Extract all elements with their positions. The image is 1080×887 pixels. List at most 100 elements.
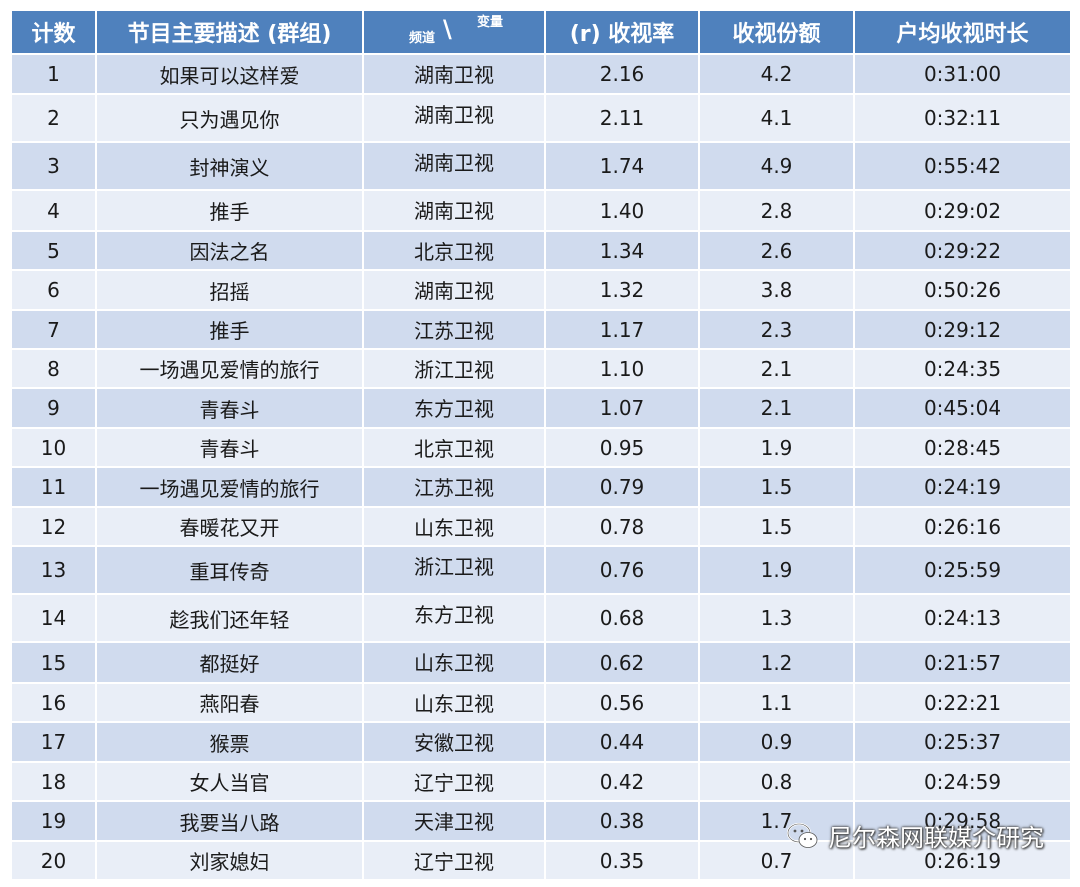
cell-channel: 东方卫视	[363, 388, 546, 429]
cell-channel: 湖南卫视	[363, 190, 546, 232]
table-row: 20 刘家媳妇 辽宁卫视 0.35 0.7 0:26:19	[12, 841, 1070, 881]
cell-channel: 辽宁卫视	[363, 841, 546, 881]
ratings-table: 计数 节目主要描述 (群组) 频道 \ 变量 (r) 收视率 收视份额 户均收视…	[12, 11, 1070, 881]
table-row: 17 猴票 安徽卫视 0.44 0.9 0:25:37	[12, 722, 1070, 763]
cell-count: 6	[12, 270, 97, 311]
cell-channel: 北京卫视	[363, 231, 546, 271]
cell-avg-time: 0:29:58	[854, 801, 1070, 842]
cell-share: 2.8	[699, 190, 855, 232]
cell-count: 19	[12, 801, 97, 842]
header-avg-time: 户均收视时长	[854, 11, 1070, 55]
table-row: 12 春暖花又开 山东卫视 0.78 1.5 0:26:16	[12, 507, 1070, 547]
header-channel-label: 频道	[409, 31, 436, 46]
cell-share: 4.1	[699, 94, 855, 143]
cell-avg-time: 0:24:19	[854, 467, 1070, 508]
cell-count: 17	[12, 722, 97, 763]
cell-count: 11	[12, 467, 97, 508]
cell-rating: 1.07	[545, 388, 700, 429]
cell-avg-time: 0:24:59	[854, 762, 1070, 802]
cell-avg-time: 0:28:45	[854, 428, 1070, 468]
cell-share: 0.7	[699, 841, 855, 881]
cell-rating: 2.11	[545, 94, 700, 143]
cell-avg-time: 0:26:19	[854, 841, 1070, 881]
table-body: 1 如果可以这样爱 湖南卫视 2.16 4.2 0:31:00 2 只为遇见你 湖南卫视 2.11…	[12, 54, 1070, 881]
cell-rating: 1.74	[545, 142, 700, 191]
cell-avg-time: 0:31:00	[854, 54, 1070, 95]
cell-rating: 0.44	[545, 722, 700, 763]
cell-program: 青春斗	[96, 388, 364, 429]
cell-channel: 江苏卫视	[363, 310, 546, 350]
cell-count: 13	[12, 546, 97, 595]
diagonal-slash: \	[443, 15, 452, 43]
cell-count: 15	[12, 642, 97, 684]
cell-rating: 1.34	[545, 231, 700, 271]
cell-channel: 湖南卫视	[363, 142, 546, 191]
cell-channel: 湖南卫视	[363, 270, 546, 311]
cell-program: 女人当官	[96, 762, 364, 802]
cell-count: 1	[12, 54, 97, 95]
table-row: 6 招摇 湖南卫视 1.32 3.8 0:50:26	[12, 270, 1070, 311]
cell-channel: 山东卫视	[363, 507, 546, 547]
cell-share: 1.9	[699, 546, 855, 595]
cell-avg-time: 0:26:16	[854, 507, 1070, 547]
cell-channel: 山东卫视	[363, 683, 546, 723]
cell-rating: 1.10	[545, 349, 700, 389]
cell-count: 10	[12, 428, 97, 468]
table-row: 13 重耳传奇 浙江卫视 0.76 1.9 0:25:59	[12, 546, 1070, 595]
table-row: 2 只为遇见你 湖南卫视 2.11 4.1 0:32:11	[12, 94, 1070, 143]
cell-count: 9	[12, 388, 97, 429]
header-program: 节目主要描述 (群组)	[96, 11, 364, 55]
table-row: 10 青春斗 北京卫视 0.95 1.9 0:28:45	[12, 428, 1070, 468]
cell-count: 14	[12, 594, 97, 643]
watermark: 尼尔森网联媒介研究	[786, 818, 1044, 853]
cell-program: 如果可以这样爱	[96, 54, 364, 95]
cell-channel: 江苏卫视	[363, 467, 546, 508]
cell-avg-time: 0:55:42	[854, 142, 1070, 191]
cell-count: 7	[12, 310, 97, 350]
table-row: 11 一场遇见爱情的旅行 江苏卫视 0.79 1.5 0:24:19	[12, 467, 1070, 508]
cell-avg-time: 0:29:02	[854, 190, 1070, 232]
cell-rating: 0.79	[545, 467, 700, 508]
header-share: 收视份额	[699, 11, 855, 55]
cell-program: 封神演义	[96, 142, 364, 191]
table-row: 1 如果可以这样爱 湖南卫视 2.16 4.2 0:31:00	[12, 54, 1070, 95]
cell-share: 0.9	[699, 722, 855, 763]
cell-program: 只为遇见你	[96, 94, 364, 143]
table-row: 7 推手 江苏卫视 1.17 2.3 0:29:12	[12, 310, 1070, 350]
cell-avg-time: 0:24:35	[854, 349, 1070, 389]
cell-program: 一场遇见爱情的旅行	[96, 467, 364, 508]
cell-avg-time: 0:22:21	[854, 683, 1070, 723]
cell-rating: 1.17	[545, 310, 700, 350]
cell-channel: 浙江卫视	[363, 349, 546, 389]
table-row: 16 燕阳春 山东卫视 0.56 1.1 0:22:21	[12, 683, 1070, 723]
cell-program: 春暖花又开	[96, 507, 364, 547]
cell-channel: 辽宁卫视	[363, 762, 546, 802]
cell-share: 0.8	[699, 762, 855, 802]
cell-avg-time: 0:24:13	[854, 594, 1070, 643]
cell-avg-time: 0:25:59	[854, 546, 1070, 595]
cell-program: 因法之名	[96, 231, 364, 271]
cell-program: 都挺好	[96, 642, 364, 684]
cell-channel: 湖南卫视	[363, 54, 546, 95]
header-variable-label: 变量	[476, 15, 503, 30]
cell-avg-time: 0:50:26	[854, 270, 1070, 311]
cell-rating: 0.35	[545, 841, 700, 881]
table-row: 8 一场遇见爱情的旅行 浙江卫视 1.10 2.1 0:24:35	[12, 349, 1070, 389]
cell-program: 燕阳春	[96, 683, 364, 723]
wechat-icon	[786, 822, 818, 848]
cell-rating: 1.40	[545, 190, 700, 232]
cell-channel: 东方卫视	[363, 594, 546, 643]
cell-share: 3.8	[699, 270, 855, 311]
cell-program: 推手	[96, 190, 364, 232]
diagonal-header: 频道 \ 变量	[399, 11, 509, 47]
cell-rating: 0.42	[545, 762, 700, 802]
cell-avg-time: 0:21:57	[854, 642, 1070, 684]
cell-share: 2.3	[699, 310, 855, 350]
cell-count: 2	[12, 94, 97, 143]
table-row: 4 推手 湖南卫视 1.40 2.8 0:29:02	[12, 190, 1070, 232]
header-channel-variable: 频道 \ 变量	[363, 11, 546, 55]
cell-rating: 0.78	[545, 507, 700, 547]
cell-channel: 北京卫视	[363, 428, 546, 468]
cell-count: 8	[12, 349, 97, 389]
cell-share: 2.6	[699, 231, 855, 271]
